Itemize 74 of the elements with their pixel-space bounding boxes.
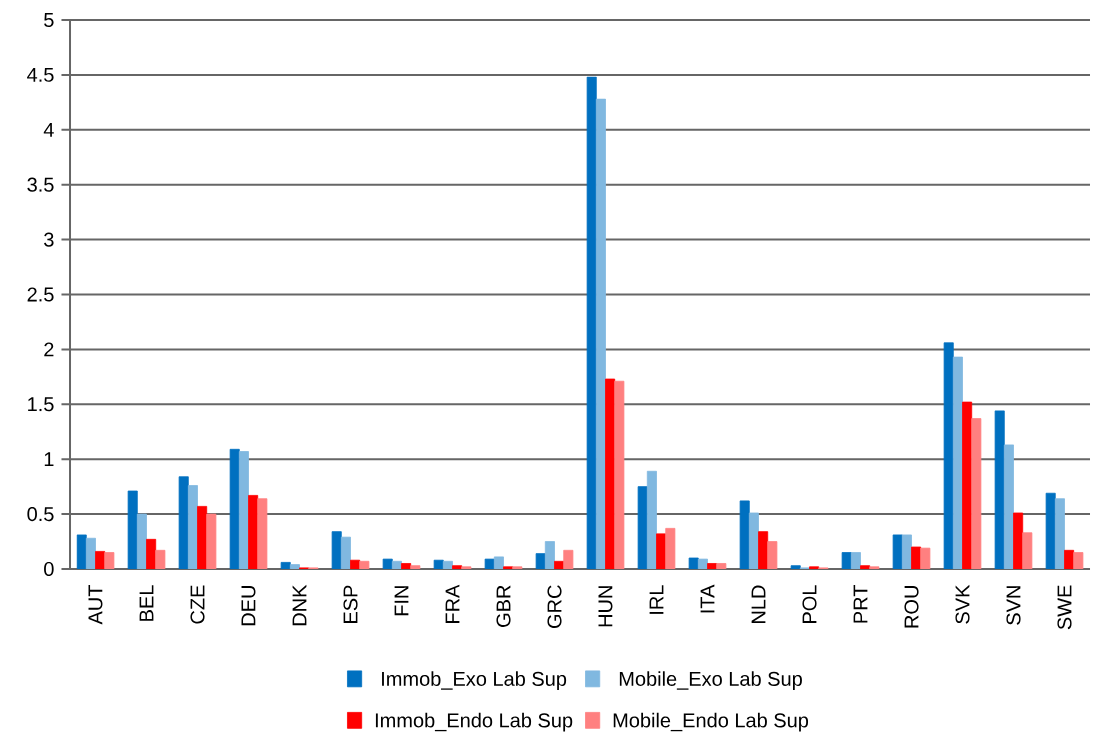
bar [535, 553, 546, 569]
bar [586, 76, 597, 569]
bar [493, 556, 504, 569]
bar [229, 448, 240, 569]
bar [382, 558, 393, 569]
x-tick-label: HUN [598, 586, 613, 627]
legend-label: Mobile_Exo Lab Sup [619, 671, 802, 690]
y-tick-label: 3.5 [27, 177, 54, 192]
x-tick-label: DEU [241, 586, 256, 626]
x-tick-label: SVK [955, 584, 970, 624]
bar [595, 98, 606, 569]
bar [850, 552, 861, 569]
bar [841, 552, 852, 569]
bar [391, 560, 402, 569]
bar [790, 565, 801, 569]
bar [646, 470, 657, 569]
x-tick-label: PRT [853, 585, 868, 623]
x-tick-label: ROU [904, 586, 919, 628]
bar [952, 356, 963, 569]
y-tick-label: 1.5 [28, 397, 54, 412]
x-tick-label: BEL [139, 585, 154, 621]
bar [1003, 444, 1014, 569]
bar [637, 486, 648, 569]
legend-label: Immob_Exo Lab Sup [382, 671, 567, 690]
y-tick-label: 2 [44, 342, 54, 357]
x-tick-label: NLD [751, 585, 766, 623]
bar [544, 541, 555, 569]
y-tick-label: 5 [44, 13, 54, 27]
bar [739, 500, 750, 569]
bar [994, 410, 1005, 569]
x-tick-label: IRL [649, 585, 664, 614]
x-tick-label: AUT [88, 585, 103, 625]
y-tick-label: 3 [44, 232, 54, 247]
bar [1045, 492, 1056, 569]
bar [340, 536, 351, 569]
bar [892, 534, 903, 569]
x-tick-label: FIN [394, 586, 409, 616]
x-tick-label: ITA [700, 584, 715, 613]
bar [943, 342, 954, 569]
bar [697, 558, 708, 569]
y-tick-label: 1 [44, 452, 54, 467]
bar [136, 513, 147, 569]
bar [280, 562, 291, 569]
bar [289, 564, 300, 569]
x-tick-label: SVN [1006, 586, 1021, 625]
x-tick-label: SWE [1057, 585, 1072, 630]
bar [178, 476, 189, 569]
x-tick-label: DNK [292, 584, 307, 626]
legend-label: Immob_Endo Lab Sup [375, 712, 573, 732]
bar [85, 537, 96, 569]
bar [901, 534, 912, 569]
x-tick-label: GBR [496, 585, 511, 627]
bar [748, 512, 759, 569]
x-tick-label: ESP [343, 585, 358, 623]
bar [331, 531, 342, 569]
y-tick-label: 4 [43, 122, 54, 137]
y-tick-label: 4.5 [27, 67, 54, 82]
bar [127, 490, 138, 569]
y-tick-label: 0 [44, 561, 54, 577]
bar [442, 560, 453, 569]
bar [76, 534, 87, 569]
bar [433, 559, 444, 569]
x-tick-label: FRA [445, 584, 460, 623]
bar [1054, 498, 1065, 569]
y-tick-label: 2.5 [27, 287, 54, 302]
bar [484, 558, 495, 569]
bar [688, 557, 699, 569]
x-tick-label: POL [802, 585, 817, 623]
x-tick-label: GRC [547, 585, 562, 629]
x-tick-label: CZE [190, 585, 205, 624]
y-tick-label: 0.5 [27, 507, 54, 522]
legend-label: Mobile_Endo Lab Sup [613, 712, 809, 732]
bar [187, 485, 198, 569]
bar [238, 451, 249, 569]
